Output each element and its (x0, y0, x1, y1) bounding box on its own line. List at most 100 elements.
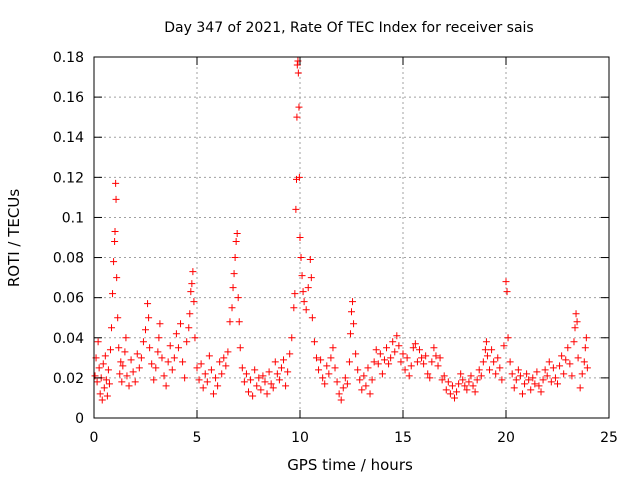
data-point (253, 382, 261, 390)
data-point (109, 290, 117, 298)
data-point (335, 390, 343, 398)
data-point (222, 362, 230, 370)
data-point (518, 390, 526, 398)
data-point (295, 173, 303, 181)
data-point (446, 390, 454, 398)
data-point (259, 372, 267, 380)
data-point (350, 320, 358, 328)
data-point (231, 254, 239, 262)
data-points (91, 57, 591, 404)
y-tick-label: 0.1 (62, 210, 84, 226)
data-point (339, 384, 347, 392)
data-point (186, 310, 194, 318)
data-point (177, 320, 185, 328)
data-point (201, 370, 209, 378)
data-point (209, 390, 217, 398)
data-point (581, 344, 589, 352)
y-tick-label: 0.02 (53, 371, 84, 387)
data-point (139, 338, 147, 346)
data-point (114, 314, 122, 322)
data-point (486, 366, 494, 374)
data-point (516, 372, 524, 380)
data-point (403, 354, 411, 362)
data-point (560, 370, 568, 378)
data-point (407, 362, 415, 370)
data-point (436, 354, 444, 362)
data-point (315, 366, 323, 374)
data-point (426, 374, 434, 382)
data-point (539, 376, 547, 384)
data-point (121, 348, 129, 356)
data-point (170, 354, 178, 362)
data-point (195, 376, 203, 384)
data-point (190, 298, 198, 306)
data-point (415, 346, 423, 354)
data-point (154, 348, 162, 356)
data-point (343, 380, 351, 388)
data-point (444, 378, 452, 386)
data-point (556, 362, 564, 370)
data-point (580, 358, 588, 366)
data-point (523, 370, 531, 378)
data-point (418, 354, 426, 362)
data-point (502, 278, 510, 286)
data-point (249, 392, 257, 400)
data-point (286, 350, 294, 358)
data-point (158, 354, 166, 362)
data-point (500, 342, 508, 350)
data-point (424, 370, 432, 378)
data-point (95, 364, 103, 372)
data-point (145, 314, 153, 322)
data-point (298, 272, 306, 280)
data-point (105, 380, 113, 388)
data-point (144, 300, 152, 308)
data-point (463, 386, 471, 394)
data-point (116, 370, 124, 378)
data-point (533, 368, 541, 376)
data-point (383, 344, 391, 352)
data-point (96, 390, 104, 398)
data-point (583, 364, 591, 372)
data-point (389, 338, 397, 346)
data-point (245, 388, 252, 396)
data-point (242, 370, 250, 378)
data-point (356, 376, 364, 384)
y-tick-label: 0.06 (53, 291, 84, 307)
data-point (300, 298, 308, 306)
data-point (103, 392, 111, 400)
data-point (297, 254, 305, 262)
data-point (568, 372, 576, 380)
data-point (122, 334, 130, 342)
data-point (207, 366, 215, 374)
data-point (325, 370, 333, 378)
data-point (118, 378, 126, 386)
data-point (189, 268, 197, 276)
data-point (99, 360, 107, 368)
data-point (510, 384, 518, 392)
data-point (354, 366, 362, 374)
data-point (366, 390, 374, 398)
data-point (224, 348, 232, 356)
data-point (135, 364, 143, 372)
data-point (467, 372, 475, 380)
data-point (521, 380, 529, 388)
data-point (434, 362, 442, 370)
data-point (514, 366, 522, 374)
data-point (162, 382, 170, 390)
data-point (537, 388, 545, 396)
data-point (226, 318, 234, 326)
data-point (393, 332, 401, 340)
data-point (465, 378, 473, 386)
data-point (293, 113, 301, 121)
data-point (578, 370, 586, 378)
data-point (236, 344, 244, 352)
data-point (572, 310, 580, 318)
data-point (137, 354, 145, 362)
data-point (288, 334, 296, 342)
data-point (481, 346, 489, 354)
data-point (549, 364, 557, 372)
data-point (168, 366, 176, 374)
data-point (203, 378, 211, 386)
data-point (299, 288, 307, 296)
data-point (106, 346, 114, 354)
